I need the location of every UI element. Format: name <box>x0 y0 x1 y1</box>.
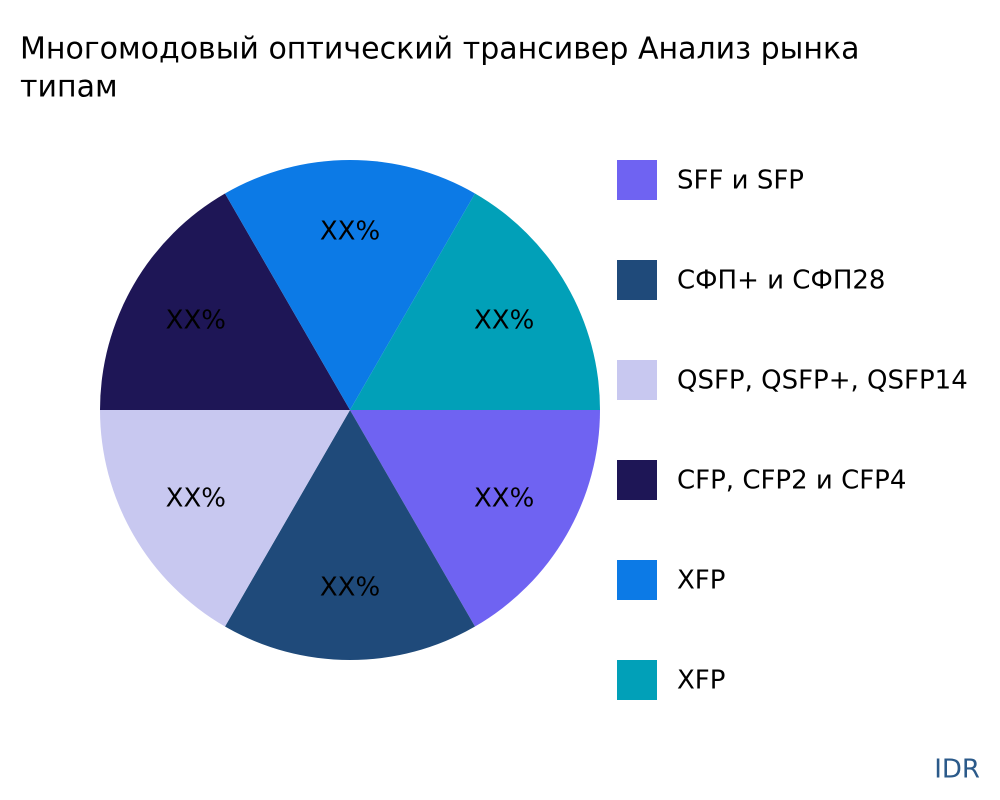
value-label: XX% <box>474 484 534 514</box>
legend-swatch <box>617 160 657 200</box>
chart-title: типам <box>20 70 118 105</box>
pie-slice <box>225 160 475 410</box>
value-label: XX% <box>166 306 226 336</box>
pie-slice <box>225 410 475 660</box>
value-label: XX% <box>166 484 226 514</box>
pie-slice <box>100 410 350 627</box>
legend-swatch <box>617 560 657 600</box>
brand: IDR <box>934 755 980 785</box>
pie-slice <box>350 193 600 410</box>
legend-label: CFP, CFP2 и CFP4 <box>677 466 906 496</box>
value-label: XX% <box>320 573 380 603</box>
legend-label: XFP <box>677 666 725 696</box>
legend-swatch <box>617 660 657 700</box>
legend-swatch <box>617 260 657 300</box>
legend-label: XFP <box>677 566 725 596</box>
value-label: XX% <box>320 217 380 247</box>
legend-label: СФП+ и СФП28 <box>677 266 885 296</box>
legend-swatch <box>617 460 657 500</box>
legend-swatch <box>617 360 657 400</box>
legend-label: SFF и SFP <box>677 166 804 196</box>
pie-slice <box>350 410 600 627</box>
legend-label: QSFP, QSFP+, QSFP14 <box>677 366 968 396</box>
chart-title: Многомодовый оптический трансивер Анализ… <box>20 32 859 67</box>
pie-slice <box>100 193 350 410</box>
value-label: XX% <box>474 306 534 336</box>
